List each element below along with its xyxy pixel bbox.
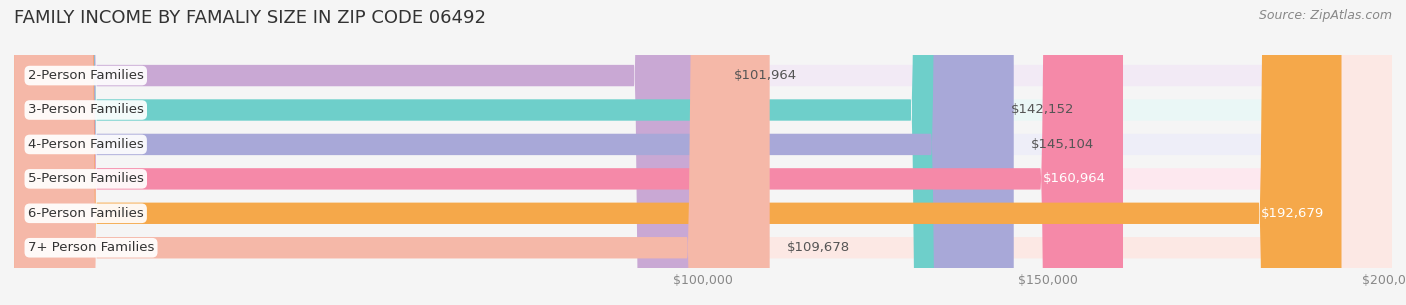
Text: 6-Person Families: 6-Person Families xyxy=(28,207,143,220)
FancyBboxPatch shape xyxy=(14,0,769,305)
FancyBboxPatch shape xyxy=(14,0,1392,305)
FancyBboxPatch shape xyxy=(14,0,1014,305)
FancyBboxPatch shape xyxy=(14,0,1123,305)
Text: 4-Person Families: 4-Person Families xyxy=(28,138,143,151)
FancyBboxPatch shape xyxy=(14,0,1392,305)
Text: 2-Person Families: 2-Person Families xyxy=(28,69,143,82)
FancyBboxPatch shape xyxy=(14,0,1392,305)
Text: $109,678: $109,678 xyxy=(787,241,851,254)
Text: $145,104: $145,104 xyxy=(1031,138,1094,151)
Text: FAMILY INCOME BY FAMALIY SIZE IN ZIP CODE 06492: FAMILY INCOME BY FAMALIY SIZE IN ZIP COD… xyxy=(14,9,486,27)
FancyBboxPatch shape xyxy=(14,0,1392,305)
Text: 5-Person Families: 5-Person Families xyxy=(28,172,143,185)
Text: $142,152: $142,152 xyxy=(1011,103,1074,117)
FancyBboxPatch shape xyxy=(14,0,1341,305)
Text: $160,964: $160,964 xyxy=(1043,172,1105,185)
FancyBboxPatch shape xyxy=(14,0,994,305)
FancyBboxPatch shape xyxy=(14,0,1392,305)
FancyBboxPatch shape xyxy=(14,0,717,305)
Text: $101,964: $101,964 xyxy=(734,69,797,82)
Text: 3-Person Families: 3-Person Families xyxy=(28,103,143,117)
Text: $192,679: $192,679 xyxy=(1261,207,1324,220)
Text: Source: ZipAtlas.com: Source: ZipAtlas.com xyxy=(1258,9,1392,22)
Text: 7+ Person Families: 7+ Person Families xyxy=(28,241,155,254)
FancyBboxPatch shape xyxy=(14,0,1392,305)
